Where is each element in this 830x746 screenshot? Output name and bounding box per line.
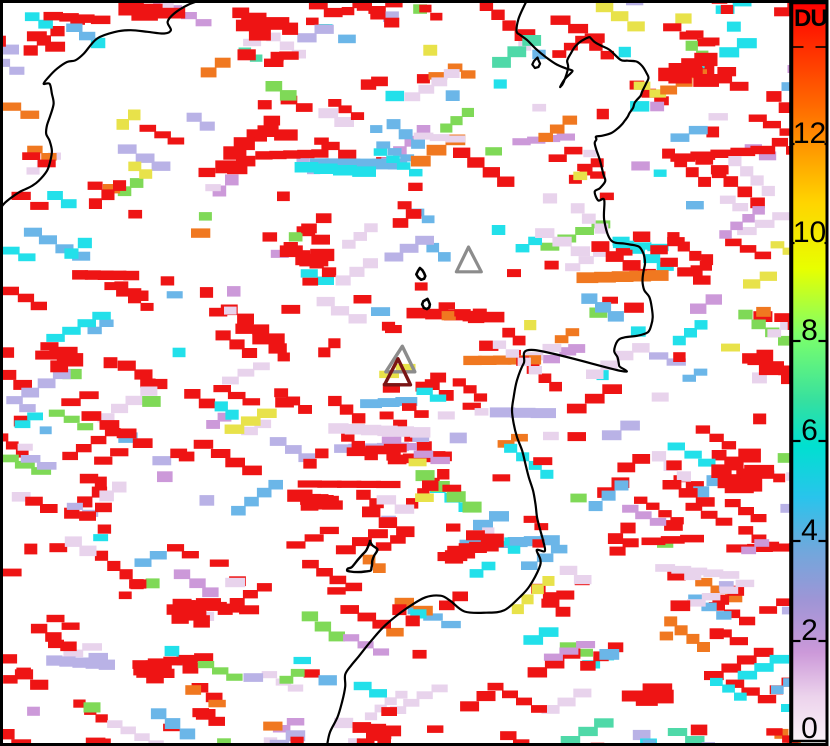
svg-text:8: 8 bbox=[801, 314, 818, 347]
svg-text:10: 10 bbox=[793, 216, 826, 249]
svg-text:DU: DU bbox=[794, 5, 827, 32]
svg-text:2: 2 bbox=[801, 614, 818, 647]
svg-text:4: 4 bbox=[801, 514, 818, 547]
svg-text:6: 6 bbox=[801, 414, 818, 447]
svg-text:12: 12 bbox=[793, 117, 826, 150]
svg-text:0: 0 bbox=[801, 712, 818, 745]
